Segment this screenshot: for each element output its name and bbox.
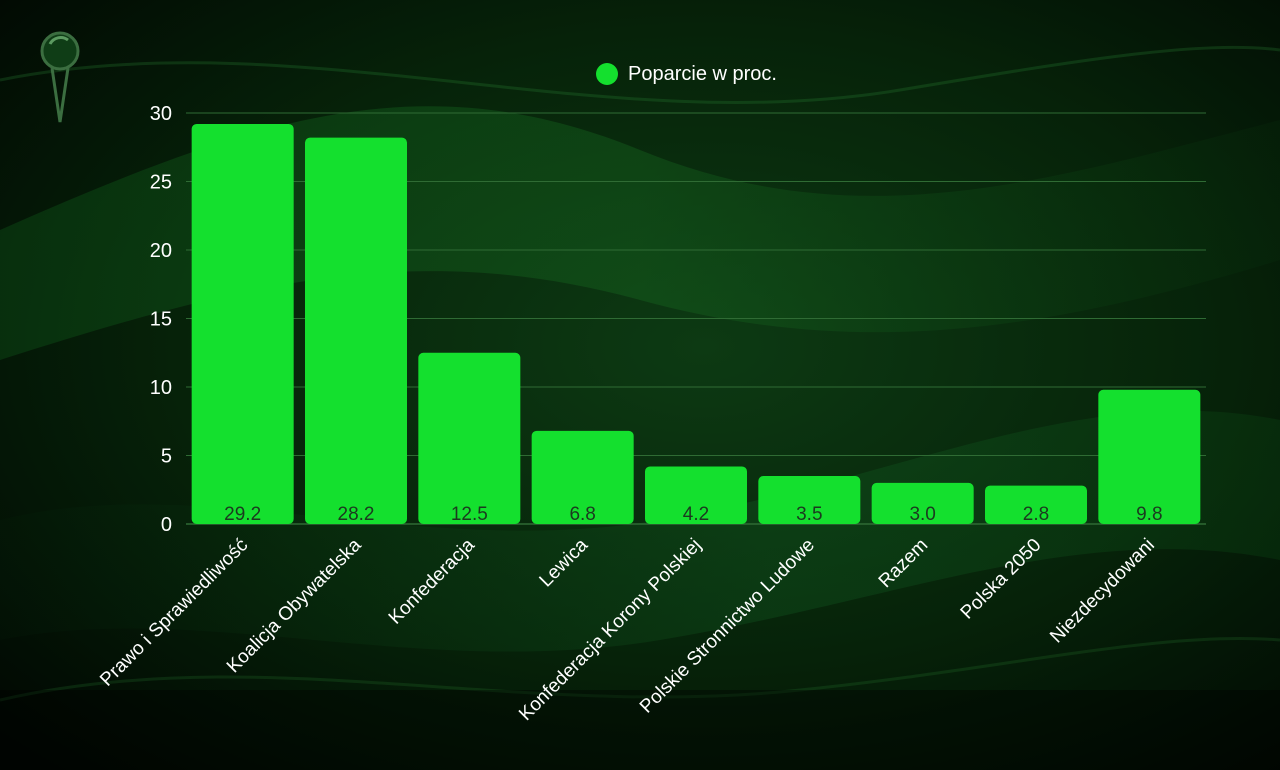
bar-value-label: 3.0 xyxy=(909,504,935,525)
bar-value-label: 12.5 xyxy=(451,504,488,525)
bar-value-label: 2.8 xyxy=(1023,504,1049,525)
y-tick-label: 10 xyxy=(150,377,172,399)
bars: 29.2 28.2 12.5 6.8 4.2 3.5 3.0 2.8 9.8 xyxy=(191,123,1201,525)
bar-value-label: 3.5 xyxy=(796,504,822,525)
x-tick-label: Konfederacja Korony Polskiej xyxy=(515,535,705,725)
y-tick-label: 5 xyxy=(161,446,172,468)
bar[interactable] xyxy=(305,137,407,524)
legend-swatch xyxy=(596,63,618,85)
bar[interactable] xyxy=(1098,389,1201,524)
legend[interactable]: Poparcie w proc. xyxy=(596,63,777,85)
y-tick-label: 20 xyxy=(150,240,172,262)
x-tick-label: Lewica xyxy=(536,534,593,591)
bar-value-label: 9.8 xyxy=(1136,504,1162,525)
bar[interactable] xyxy=(191,123,294,525)
x-tick-label: Niezdecydowani xyxy=(1046,535,1159,648)
bar[interactable] xyxy=(985,485,1087,524)
bar-value-label: 6.8 xyxy=(569,504,595,525)
x-tick-label: Konfederacja xyxy=(385,534,479,628)
pin-logo-icon xyxy=(40,31,80,123)
x-tick-label: Razem xyxy=(875,535,932,592)
bar[interactable] xyxy=(645,466,747,524)
bar[interactable] xyxy=(531,430,634,524)
bar[interactable] xyxy=(758,476,861,524)
bar[interactable] xyxy=(418,352,521,524)
y-axis: 0 5 10 15 20 25 30 xyxy=(150,103,172,536)
x-tick-label: Polska 2050 xyxy=(957,535,1046,624)
bar-value-label: 4.2 xyxy=(683,504,709,525)
y-tick-label: 0 xyxy=(161,514,172,536)
bar-value-label: 29.2 xyxy=(224,504,261,525)
y-tick-label: 30 xyxy=(150,103,172,125)
bar[interactable] xyxy=(871,482,974,524)
bar-value-label: 28.2 xyxy=(338,504,375,525)
legend-label: Poparcie w proc. xyxy=(628,63,777,85)
y-tick-label: 15 xyxy=(150,309,172,331)
y-tick-label: 25 xyxy=(150,172,172,194)
